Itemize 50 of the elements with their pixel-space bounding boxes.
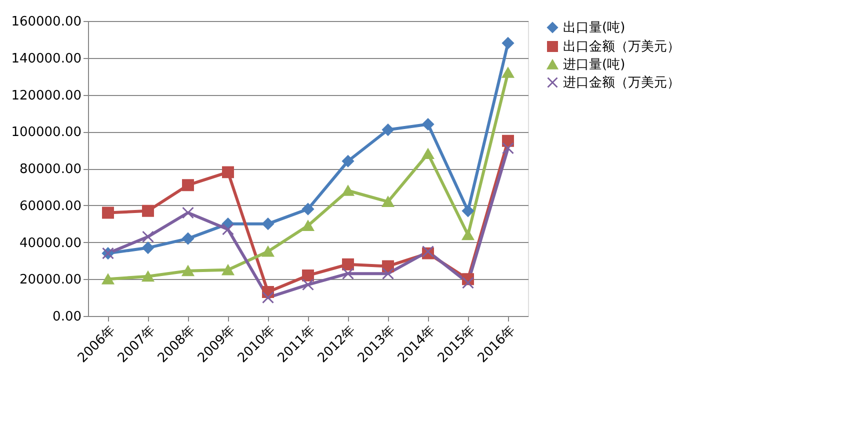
point bbox=[422, 118, 434, 130]
point bbox=[142, 230, 154, 243]
legend-label: 进口量(吨) bbox=[563, 58, 626, 72]
point bbox=[302, 278, 314, 291]
y-tick-label: 80000.00 bbox=[19, 162, 82, 177]
point bbox=[302, 269, 314, 282]
point bbox=[462, 276, 474, 289]
legend-label: 出口量(吨) bbox=[563, 20, 626, 36]
point bbox=[182, 266, 194, 276]
point bbox=[382, 124, 394, 136]
y-tick-label: 40000.00 bbox=[19, 236, 82, 251]
point bbox=[342, 258, 354, 270]
point bbox=[222, 166, 234, 178]
point bbox=[262, 246, 274, 257]
legend-label: 进口金额（万美元） bbox=[563, 74, 680, 90]
y-tick-label: 100000.00 bbox=[11, 125, 82, 140]
point bbox=[182, 179, 194, 192]
y-tick-label: 20000.00 bbox=[19, 272, 82, 288]
point bbox=[462, 230, 474, 240]
point bbox=[182, 232, 194, 245]
point bbox=[382, 260, 394, 272]
point bbox=[222, 264, 234, 276]
point bbox=[342, 268, 354, 280]
y-tick-label: 0.00 bbox=[52, 310, 82, 324]
point bbox=[382, 268, 394, 280]
point bbox=[102, 206, 114, 219]
point bbox=[502, 37, 514, 50]
y-tick-label: 60000.00 bbox=[19, 198, 82, 214]
point bbox=[342, 155, 354, 168]
y-tick-label: 140000.00 bbox=[11, 51, 82, 66]
y-tick-label: 160000.00 bbox=[11, 14, 82, 30]
point bbox=[302, 220, 314, 231]
point bbox=[382, 196, 394, 207]
point bbox=[502, 67, 514, 78]
point bbox=[222, 223, 234, 236]
point bbox=[302, 203, 314, 216]
point bbox=[262, 218, 274, 230]
point bbox=[262, 292, 274, 304]
y-tick-label: 120000.00 bbox=[11, 88, 82, 104]
point bbox=[102, 274, 114, 284]
point bbox=[182, 206, 194, 219]
point bbox=[462, 204, 474, 217]
legend-label: 出口金额（万美元） bbox=[563, 38, 680, 54]
point bbox=[142, 271, 154, 282]
point bbox=[342, 185, 354, 196]
point bbox=[142, 242, 154, 254]
point bbox=[142, 204, 154, 217]
point bbox=[422, 148, 434, 160]
point bbox=[502, 134, 514, 147]
point bbox=[502, 142, 514, 154]
